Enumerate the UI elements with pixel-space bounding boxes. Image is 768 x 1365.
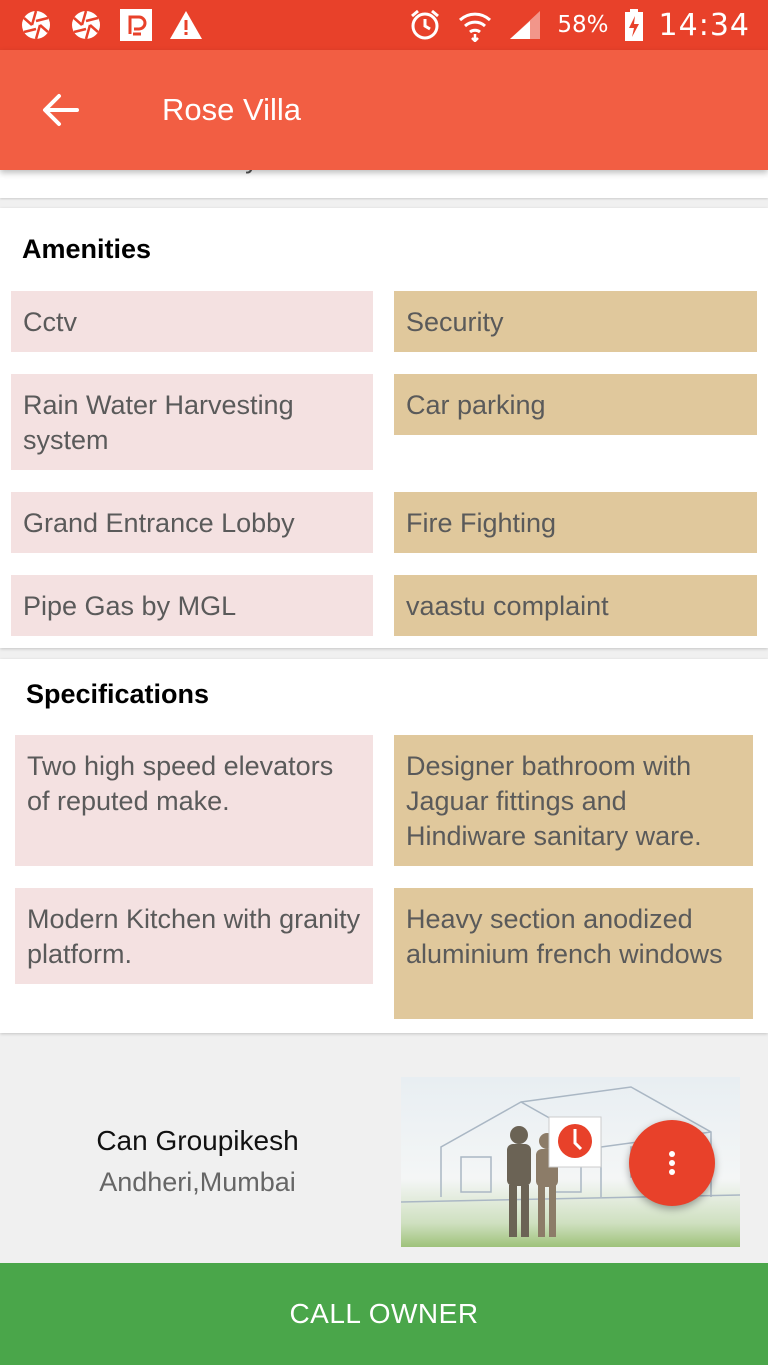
amenities-card: Amenities Cctv Security Rain Water Harve… — [0, 208, 768, 648]
arrow-back-icon — [43, 94, 79, 126]
wifi-icon — [457, 7, 493, 43]
specification-item: Modern Kitchen with granity platform. — [15, 888, 373, 984]
app-bar: Rose Villa — [0, 50, 768, 170]
amenity-item: Pipe Gas by MGL — [11, 575, 373, 636]
alarm-icon — [407, 7, 443, 43]
signal-icon — [507, 7, 543, 43]
specification-item: Designer bathroom with Jaguar fittings a… — [394, 735, 753, 866]
amenity-item: Grand Entrance Lobby — [11, 492, 373, 553]
clock: 14:34 — [658, 7, 750, 43]
amenity-item: vaastu complaint — [394, 575, 757, 636]
page-title: Rose Villa — [162, 92, 302, 127]
warning-icon — [168, 7, 204, 43]
specifications-card: Specifications Two high speed elevators … — [0, 659, 768, 1033]
amenity-item: Car parking — [394, 374, 757, 435]
battery-charging-icon — [623, 7, 645, 43]
call-owner-button[interactable]: CALL OWNER — [0, 1263, 768, 1365]
battery-percent: 58% — [557, 12, 609, 38]
amenities-title: Amenities — [22, 234, 152, 264]
specifications-title: Specifications — [26, 679, 210, 709]
amenity-item: Fire Fighting — [394, 492, 757, 553]
more-vert-icon — [669, 1151, 675, 1175]
specification-item: Heavy section anodized aluminium french … — [394, 888, 753, 1019]
amenity-item: Rain Water Harvesting system — [11, 374, 373, 470]
status-bar: 58% 14:34 — [0, 0, 768, 50]
amenity-item: Security — [394, 291, 757, 352]
aperture-icon — [68, 7, 104, 43]
back-button[interactable] — [30, 80, 90, 140]
more-options-button[interactable] — [629, 1120, 715, 1206]
amenity-item: Cctv — [11, 291, 373, 352]
specification-item: Two high speed elevators of reputed make… — [15, 735, 373, 866]
owner-location: Andheri,Mumbai — [99, 1167, 296, 1197]
paytm-icon — [118, 7, 154, 43]
owner-name: Can Groupikesh — [96, 1125, 299, 1156]
aperture-icon — [18, 7, 54, 43]
